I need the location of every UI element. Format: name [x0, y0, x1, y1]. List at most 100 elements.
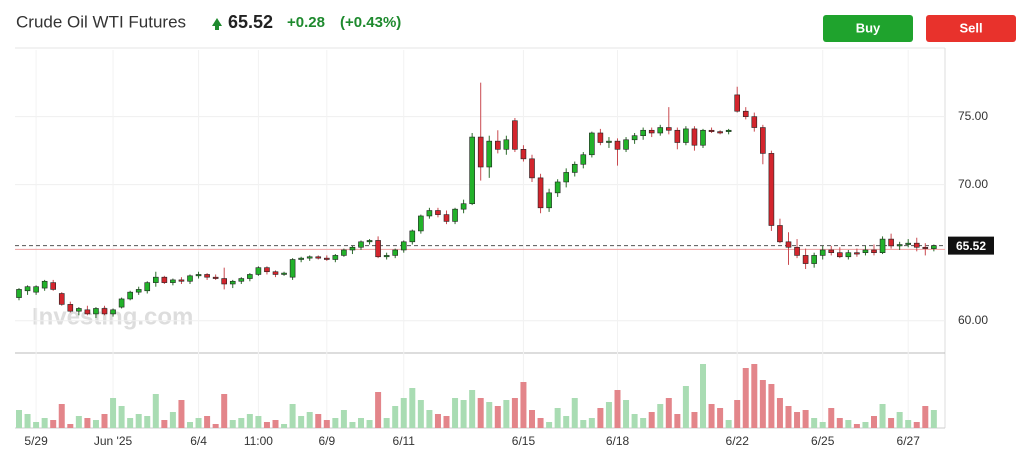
candle-body [443, 214, 450, 222]
candle-body [563, 172, 570, 183]
volume-bar [785, 406, 792, 428]
volume-bar [75, 416, 82, 428]
chart-title: Crude Oil WTI Futures [16, 12, 186, 31]
volume-bar [375, 392, 382, 428]
volume-bar [802, 410, 809, 428]
volume-bar [33, 422, 40, 428]
volume-bar [221, 394, 228, 428]
x-tick-label: 5/29 [24, 434, 48, 448]
candle-body [674, 129, 681, 143]
candle-body [238, 278, 245, 282]
candle-body [84, 309, 91, 315]
candle-body [751, 116, 758, 128]
volume-bar [580, 420, 587, 428]
volume-bar [742, 368, 749, 428]
candle-body [777, 225, 783, 243]
volume-bar [212, 424, 219, 428]
candle-body [110, 309, 116, 315]
volume-bar [366, 420, 373, 428]
candle-body [50, 282, 57, 290]
sell-button[interactable] [926, 15, 1016, 42]
candle-body [888, 238, 894, 247]
buy-button[interactable] [823, 15, 913, 42]
volume-bar [828, 408, 835, 428]
candle-body [204, 274, 210, 278]
volume-bar [691, 412, 698, 428]
candle-body [794, 246, 800, 256]
volume-bar [443, 416, 450, 428]
candle-body [118, 298, 125, 308]
volume-bar [853, 424, 860, 428]
candle-body [264, 267, 270, 273]
buy-label[interactable]: Buy [856, 20, 881, 35]
volume-bar [751, 364, 758, 428]
volume-bar [263, 422, 270, 428]
candle-body [101, 308, 108, 315]
candle-body [383, 255, 390, 258]
volume-bar [101, 414, 108, 428]
volume-bar [58, 404, 65, 428]
volume-bar [409, 388, 416, 428]
volume-bar [281, 424, 288, 428]
candle-body [452, 208, 458, 222]
sell-label[interactable]: Sell [959, 20, 982, 35]
candle-body [931, 245, 937, 249]
candle-body [665, 127, 672, 131]
x-tick-label: 6/25 [811, 434, 835, 448]
candle-body [272, 271, 279, 275]
volume-bar [178, 400, 185, 428]
volume-bar [836, 418, 843, 428]
candle-body [392, 249, 399, 256]
candle-body [614, 140, 621, 150]
candle-body [896, 244, 903, 247]
volume-bar [657, 404, 664, 428]
volume-bar [511, 398, 518, 428]
volume-bar [503, 400, 510, 428]
candle-body [879, 238, 886, 253]
candle-body [922, 246, 929, 249]
volume-bar [674, 414, 681, 428]
x-tick-label: 6/18 [606, 434, 630, 448]
last-price-tag-label: 65.52 [956, 239, 986, 253]
volume-bar [383, 418, 390, 428]
volume-bar [298, 416, 305, 428]
volume-bar [340, 410, 347, 428]
x-tick-label: 6/4 [190, 434, 207, 448]
volume-bar [537, 418, 544, 428]
candle-body [580, 154, 587, 165]
volume-bar [67, 424, 74, 428]
volume-bar [289, 404, 296, 428]
candle-body [589, 132, 595, 156]
candle-body [127, 291, 133, 300]
volume-bar [426, 410, 433, 428]
volume-bar [50, 420, 57, 428]
candle-body [306, 256, 313, 259]
volume-bar [640, 418, 647, 428]
candle-body [571, 163, 578, 173]
volume-bar [392, 406, 399, 428]
volume-bar [682, 386, 689, 428]
y-tick-label: 70.00 [958, 177, 988, 191]
candle-body [358, 241, 364, 248]
candle-body [785, 241, 792, 248]
candle-body [289, 259, 296, 278]
candle-body [195, 274, 202, 277]
volume-bar [554, 408, 561, 428]
candle-body [512, 120, 518, 150]
volume-bar [648, 412, 655, 428]
candle-body [435, 210, 441, 215]
candle-body [520, 149, 527, 160]
volume-bar [323, 420, 330, 428]
candle-body [298, 257, 304, 260]
candle-body [529, 158, 535, 179]
volume-bar [871, 416, 877, 428]
candle-body [700, 129, 706, 146]
volume-bar [768, 384, 775, 428]
candle-body [768, 153, 775, 226]
candle-body [802, 255, 809, 264]
volume-bar [358, 418, 364, 428]
candle-body [640, 129, 646, 137]
candle-body [247, 274, 253, 279]
x-tick-label: 6/22 [726, 434, 750, 448]
volume-bar [187, 422, 193, 428]
